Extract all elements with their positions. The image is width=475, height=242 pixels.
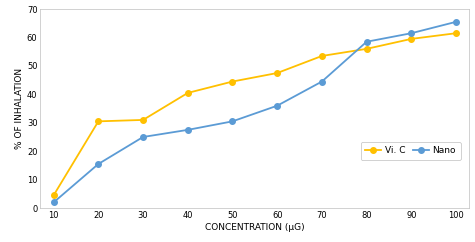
Vi. C xyxy=(185,91,190,94)
Nano xyxy=(453,20,459,23)
Y-axis label: % OF INHALATION: % OF INHALATION xyxy=(15,68,24,149)
Nano xyxy=(319,80,325,83)
Vi. C xyxy=(408,38,414,40)
Vi. C xyxy=(229,80,235,83)
Vi. C xyxy=(51,194,57,197)
Vi. C xyxy=(364,47,370,50)
Nano xyxy=(95,163,101,166)
Nano xyxy=(140,136,146,138)
Vi. C xyxy=(140,119,146,121)
Nano xyxy=(364,40,370,43)
Line: Nano: Nano xyxy=(51,19,459,205)
Nano xyxy=(408,32,414,35)
Legend: Vi. C, Nano: Vi. C, Nano xyxy=(361,142,461,160)
Nano xyxy=(51,201,57,204)
Vi. C xyxy=(275,72,280,75)
Vi. C xyxy=(453,32,459,35)
X-axis label: CONCENTRATION (μG): CONCENTRATION (μG) xyxy=(205,223,304,232)
Vi. C xyxy=(95,120,101,123)
Nano xyxy=(275,104,280,107)
Nano xyxy=(185,129,190,131)
Line: Vi. C: Vi. C xyxy=(51,30,459,198)
Vi. C xyxy=(319,54,325,57)
Nano xyxy=(229,120,235,123)
